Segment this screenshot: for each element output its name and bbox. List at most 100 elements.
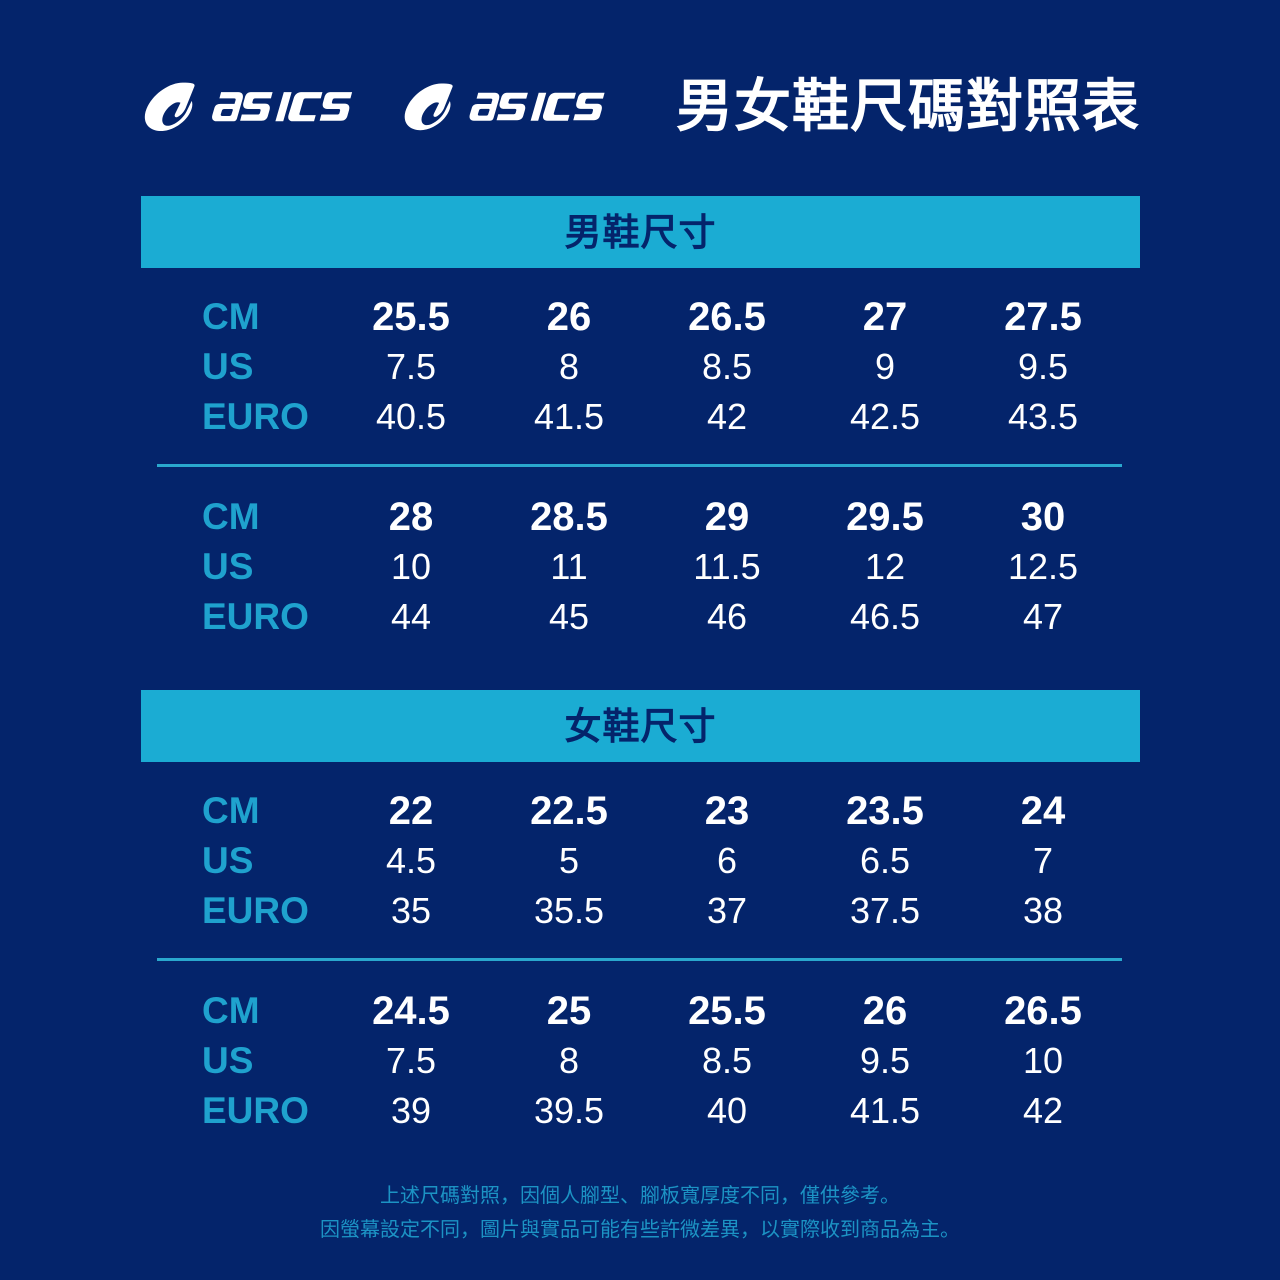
row-label-euro: EURO [202,596,309,637]
cell-us-3: 9 [874,346,896,387]
cell-us-0: 4.5 [385,840,437,881]
cell-us-0: 7.5 [385,1040,437,1081]
row-label-us: US [202,346,254,387]
cell-euro-3: 41.5 [849,1090,921,1131]
table-row: US 4.5 5 6 6.5 7 [157,836,1122,886]
cell-cm-3: 29.5 [846,495,924,539]
table-row: EURO 35 35.5 37 37.5 38 [157,886,1122,936]
cell-euro-0: 40.5 [375,396,447,437]
section-header-women-label: 女鞋尺寸 [564,704,717,748]
cell-euro-2: 42 [706,396,748,437]
cell-cm-2: 25.5 [688,989,766,1033]
cell-euro-3: 37.5 [849,890,921,931]
size-table-men-block-2: CM 28 28.5 29 29.5 30 US 10 11 11.5 12 1… [157,492,1122,642]
size-table: CM 24.5 25 25.5 26 26.5 US 7.5 8 8.5 9.5… [157,986,1122,1136]
table-row: CM 25.5 26 26.5 27 27.5 [157,292,1122,342]
cell-cm-4: 26.5 [1004,989,1082,1033]
cell-euro-4: 42 [1022,1090,1064,1131]
cell-us-4: 10 [1022,1040,1064,1081]
cell-euro-0: 35 [390,890,432,931]
cell-euro-4: 38 [1022,890,1064,931]
page-title: 男女鞋尺碼對照表 [676,73,1140,140]
cell-cm-1: 28.5 [530,495,608,539]
size-table-men-block-1: CM 25.5 26 26.5 27 27.5 US 7.5 8 8.5 9 9… [157,292,1122,442]
cell-us-1: 11 [550,546,588,587]
cell-us-0: 7.5 [385,346,437,387]
cell-euro-2: 40 [706,1090,748,1131]
cell-cm-4: 30 [1020,495,1066,539]
cell-us-1: 8 [558,346,580,387]
cell-us-4: 9.5 [1017,346,1069,387]
cell-us-0: 10 [390,546,432,587]
cell-cm-1: 22.5 [530,789,608,833]
divider-women [157,958,1122,961]
cell-cm-0: 24.5 [372,989,450,1033]
cell-euro-0: 44 [390,596,432,637]
footnote-line-2: 因螢幕設定不同，圖片與實品可能有些許微差異，以實際收到商品為主。 [320,1217,960,1241]
table-row: EURO 40.5 41.5 42 42.5 43.5 [157,392,1122,442]
cell-cm-0: 22 [388,789,434,833]
row-label-euro: EURO [202,890,309,931]
table-row: US 10 11 11.5 12 12.5 [157,542,1122,592]
cell-cm-2: 26.5 [688,295,766,339]
cell-cm-2: 29 [704,495,750,539]
page-header: 男女鞋尺碼對照表 [0,62,1280,152]
table-row: EURO 39 39.5 40 41.5 42 [157,1086,1122,1136]
table-row: EURO 44 45 46 46.5 47 [157,592,1122,642]
cell-us-4: 12.5 [1007,546,1079,587]
cell-euro-4: 43.5 [1007,396,1079,437]
row-label-euro: EURO [202,396,309,437]
cell-euro-0: 39 [390,1090,432,1131]
cell-us-3: 12 [864,546,906,587]
size-table: CM 25.5 26 26.5 27 27.5 US 7.5 8 8.5 9 9… [157,292,1122,442]
size-table-women-block-2: CM 24.5 25 25.5 26 26.5 US 7.5 8 8.5 9.5… [157,986,1122,1136]
cell-euro-2: 37 [706,890,748,931]
cell-us-1: 5 [558,840,580,881]
cell-euro-3: 42.5 [849,396,921,437]
cell-us-2: 8.5 [701,1040,753,1081]
cell-euro-1: 45 [548,596,590,637]
cell-us-2: 6 [716,840,738,881]
cell-euro-4: 47 [1022,596,1064,637]
table-row: US 7.5 8 8.5 9.5 10 [157,1036,1122,1086]
cell-euro-3: 46.5 [849,596,921,637]
cell-us-2: 11.5 [693,546,761,587]
section-header-women: 女鞋尺寸 [141,690,1140,762]
table-row: CM 22 22.5 23 23.5 24 [157,786,1122,836]
cell-us-4: 7 [1032,840,1054,881]
row-label-us: US [202,546,254,587]
cell-cm-3: 27 [862,295,908,339]
cell-euro-1: 35.5 [533,890,605,931]
cell-cm-2: 23 [704,789,750,833]
divider-men [157,464,1122,467]
asics-logo-icon [144,82,353,132]
cell-euro-1: 39.5 [533,1090,605,1131]
cell-cm-3: 23.5 [846,789,924,833]
cell-euro-2: 46 [706,596,748,637]
cell-euro-1: 41.5 [533,396,605,437]
cell-us-3: 6.5 [859,840,911,881]
table-row: CM 28 28.5 29 29.5 30 [157,492,1122,542]
footnote: 上述尺碼對照，因個人腳型、腳板寬厚度不同，僅供參考。 因螢幕設定不同，圖片與實品… [0,1178,1280,1246]
row-label-cm: CM [202,296,260,337]
table-row: US 7.5 8 8.5 9 9.5 [157,342,1122,392]
section-header-men-label: 男鞋尺寸 [564,210,717,254]
cell-us-3: 9.5 [859,1040,911,1081]
row-label-cm: CM [202,790,260,831]
cell-cm-0: 25.5 [372,295,450,339]
size-table: CM 28 28.5 29 29.5 30 US 10 11 11.5 12 1… [157,492,1122,642]
row-label-euro: EURO [202,1090,309,1131]
cell-cm-3: 26 [862,989,908,1033]
section-header-men: 男鞋尺寸 [141,196,1140,268]
row-label-cm: CM [202,990,260,1031]
cell-cm-4: 24 [1020,789,1066,833]
cell-cm-1: 26 [546,295,592,339]
cell-cm-4: 27.5 [1004,295,1082,339]
row-label-us: US [202,840,254,881]
footnote-line-1: 上述尺碼對照，因個人腳型、腳板寬厚度不同，僅供參考。 [380,1183,900,1207]
cell-us-1: 8 [558,1040,580,1081]
logo-group [141,62,617,152]
cell-cm-0: 28 [388,495,434,539]
size-table: CM 22 22.5 23 23.5 24 US 4.5 5 6 6.5 7 E… [157,786,1122,936]
